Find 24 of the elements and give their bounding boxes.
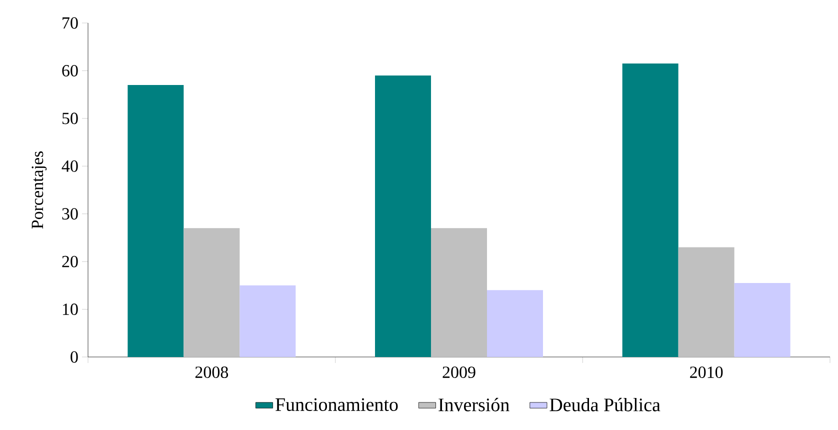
bar: [487, 290, 543, 357]
bar: [375, 75, 432, 357]
legend-label: Funcionamiento: [276, 398, 398, 412]
y-axis-title: Porcentajes: [32, 151, 47, 229]
x-tick-label: 2008: [195, 366, 228, 378]
x-tick-label: 2010: [690, 366, 723, 378]
y-tick-label: 60: [62, 64, 78, 76]
x-tick-label: 2009: [442, 366, 476, 378]
bar: [431, 228, 487, 357]
y-tick-label: 50: [62, 112, 78, 124]
bar: [622, 64, 678, 357]
y-tick-label: 40: [62, 160, 78, 172]
y-tick-label: 10: [62, 304, 78, 316]
y-tick-label: 20: [62, 256, 78, 268]
y-tick-label: 30: [62, 208, 78, 220]
y-tick-label: 0: [70, 351, 78, 363]
legend-label: Inversión: [438, 398, 510, 412]
bar: [678, 247, 734, 357]
bar: [240, 285, 296, 357]
bar: [734, 283, 790, 357]
y-tick-label: 70: [62, 17, 78, 29]
bar: [128, 85, 184, 357]
bar: [184, 228, 240, 357]
legend-label: Deuda Pública: [550, 398, 660, 412]
